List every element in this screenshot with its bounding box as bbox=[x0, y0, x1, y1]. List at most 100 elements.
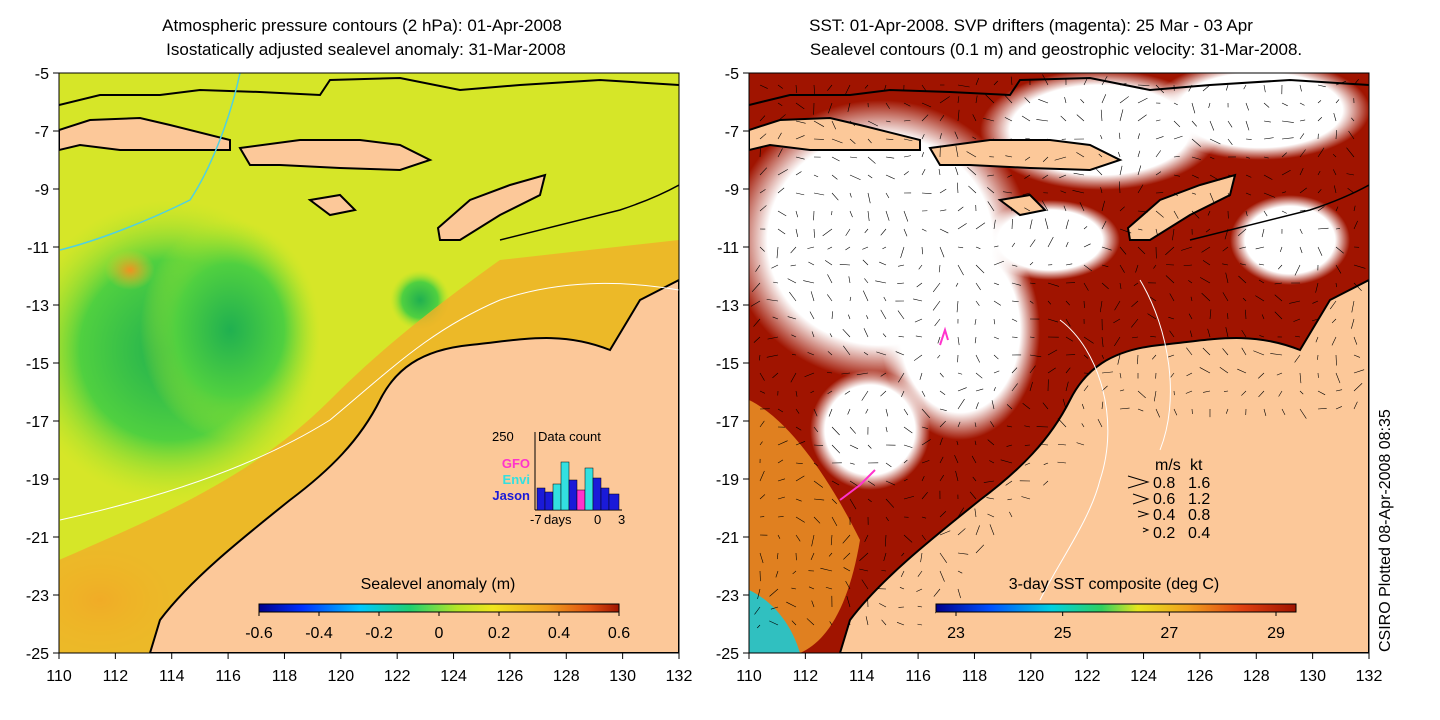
velocity-vector bbox=[767, 336, 779, 340]
velocity-vector bbox=[848, 314, 851, 320]
velocity-vector bbox=[921, 534, 926, 541]
velocity-vector bbox=[1083, 336, 1094, 344]
velocity-vector bbox=[1060, 115, 1067, 122]
velocity-vector bbox=[864, 228, 869, 234]
speed-legend-arrow-icon bbox=[1132, 493, 1150, 505]
velocity-vector bbox=[759, 390, 765, 394]
y-tick-label: -23 bbox=[26, 588, 49, 605]
velocity-vector bbox=[1101, 246, 1112, 251]
velocity-vector bbox=[777, 496, 785, 500]
x-tick-label: 118 bbox=[272, 668, 298, 685]
velocity-vector bbox=[1353, 336, 1358, 345]
velocity-vector bbox=[939, 390, 946, 396]
velocity-vector bbox=[975, 525, 980, 536]
velocity-vector bbox=[1263, 174, 1273, 180]
velocity-vector bbox=[795, 120, 806, 124]
timor-island bbox=[1126, 173, 1237, 241]
velocity-vector bbox=[939, 372, 944, 378]
velocity-vector bbox=[957, 398, 965, 410]
speed-legend-kt: 1.6 bbox=[1188, 475, 1210, 492]
velocity-vector bbox=[1225, 84, 1229, 91]
velocity-vector bbox=[1312, 318, 1319, 322]
velocity-vector bbox=[1029, 300, 1034, 304]
velocity-vector bbox=[795, 102, 805, 110]
velocity-vector bbox=[885, 138, 894, 140]
velocity-vector bbox=[1065, 367, 1071, 374]
velocity-vector bbox=[934, 318, 941, 327]
velocity-vector bbox=[1335, 354, 1337, 366]
velocity-vector bbox=[1299, 209, 1306, 212]
velocity-vector bbox=[921, 475, 925, 482]
speed-legend-kt: 0.4 bbox=[1188, 525, 1210, 542]
velocity-vector bbox=[1348, 130, 1355, 140]
australia-land bbox=[838, 278, 1369, 653]
velocity-vector bbox=[792, 570, 797, 575]
velocity-vector bbox=[806, 618, 815, 626]
velocity-vector bbox=[896, 622, 905, 626]
velocity-vector bbox=[1335, 264, 1342, 274]
velocity-vector bbox=[1209, 138, 1221, 145]
velocity-vector bbox=[1243, 84, 1247, 90]
velocity-vector bbox=[813, 444, 824, 446]
velocity-vector bbox=[1317, 246, 1323, 256]
velocity-vector bbox=[1333, 185, 1337, 194]
x-tick-label: 132 bbox=[666, 668, 693, 685]
inset-bar bbox=[600, 487, 610, 511]
velocity-vector bbox=[831, 311, 834, 320]
velocity-vector bbox=[984, 138, 995, 142]
inset-legend-envi: Envi bbox=[503, 472, 530, 487]
velocity-vector bbox=[813, 462, 818, 466]
velocity-vector bbox=[1186, 347, 1193, 356]
sealevel-contour bbox=[1039, 319, 1109, 601]
x-tick-label: 116 bbox=[215, 668, 241, 685]
velocity-vector bbox=[957, 206, 964, 212]
northern-coastline bbox=[749, 76, 1369, 106]
velocity-vector bbox=[1083, 243, 1091, 248]
velocity-vector bbox=[1227, 120, 1233, 128]
velocity-vector bbox=[975, 372, 983, 379]
colorbar-tick-label: -0.6 bbox=[245, 625, 273, 642]
velocity-vector bbox=[1245, 156, 1250, 159]
velocity-vector bbox=[1006, 404, 1013, 410]
velocity-vector bbox=[917, 623, 923, 626]
velocity-vector bbox=[1101, 371, 1114, 374]
velocity-vector bbox=[957, 264, 964, 276]
velocity-vector bbox=[955, 145, 959, 158]
velocity-vector bbox=[939, 188, 947, 194]
velocity-vector bbox=[1299, 167, 1304, 176]
velocity-vector bbox=[1277, 264, 1283, 270]
velocity-vector bbox=[772, 372, 779, 379]
velocity-vector bbox=[1151, 354, 1157, 360]
velocity-vector bbox=[1245, 138, 1252, 140]
velocity-vector bbox=[993, 336, 999, 340]
y-tick-label: -17 bbox=[26, 414, 49, 431]
velocity-vector bbox=[772, 316, 779, 320]
velocity-vector bbox=[1173, 102, 1178, 106]
velocity-vector bbox=[865, 616, 869, 626]
velocity-vector bbox=[829, 621, 833, 626]
velocity-vector bbox=[759, 552, 764, 564]
velocity-vector bbox=[777, 132, 782, 140]
velocity-vector bbox=[849, 156, 858, 159]
velocity-vector bbox=[921, 134, 925, 140]
velocity-vector bbox=[939, 246, 945, 258]
svp-drifter-track bbox=[939, 326, 949, 346]
velocity-vector bbox=[1191, 192, 1196, 195]
velocity-vector bbox=[1299, 119, 1306, 122]
velocity-vector bbox=[903, 210, 909, 222]
velocity-vector bbox=[975, 77, 980, 86]
velocity-vector bbox=[809, 311, 815, 320]
inset-bar bbox=[560, 461, 570, 511]
x-tick-label: 114 bbox=[849, 668, 875, 685]
velocity-vector bbox=[777, 210, 787, 217]
y-tick-label: -13 bbox=[716, 298, 739, 315]
velocity-vector bbox=[939, 228, 949, 234]
right-title-line1: SST: 01-Apr-2008. SVP drifters (magenta)… bbox=[809, 16, 1253, 35]
y-tick-label: -15 bbox=[26, 356, 49, 373]
velocity-vector bbox=[913, 354, 923, 361]
x-tick-label: 128 bbox=[1243, 668, 1270, 685]
velocity-vector bbox=[777, 552, 779, 560]
velocity-vector bbox=[1119, 206, 1125, 212]
sumba-island bbox=[307, 193, 358, 217]
velocity-vector bbox=[795, 498, 802, 502]
